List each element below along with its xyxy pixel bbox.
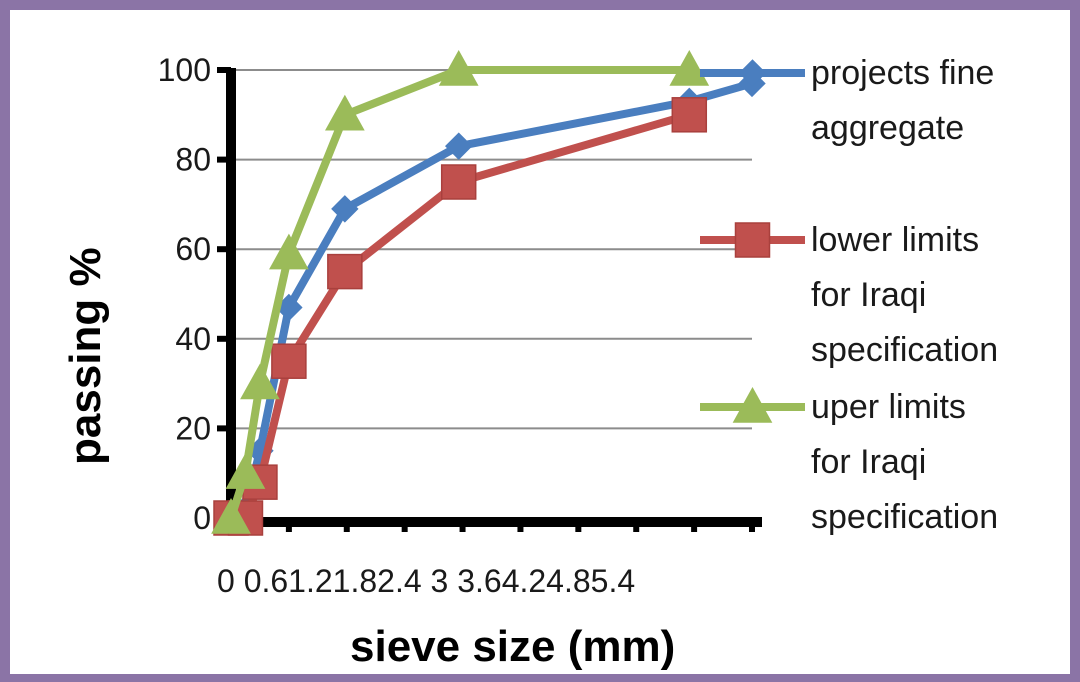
axes xyxy=(226,68,762,527)
frame-border-bottom xyxy=(0,674,1080,682)
y-tick-labels: 0 20 40 60 80 100 xyxy=(158,52,211,536)
legend-marker xyxy=(738,59,767,87)
y-axis-title: passing % xyxy=(61,247,110,465)
legend-entry-2: uper limits for Iraqi specification xyxy=(700,386,998,536)
series-0 xyxy=(217,69,766,532)
y-tick-label: 20 xyxy=(175,410,211,446)
data-point xyxy=(438,49,479,86)
legend-label-line: specification xyxy=(811,498,998,536)
data-point xyxy=(324,94,365,131)
series-2 xyxy=(211,49,710,534)
legend-label-line: projects fine xyxy=(811,54,994,92)
data-point xyxy=(327,253,363,290)
data-point xyxy=(225,453,266,489)
legend-marker xyxy=(732,386,773,423)
series-line xyxy=(227,79,756,522)
legend-label-line: specification xyxy=(811,331,998,369)
data-point xyxy=(671,97,708,133)
frame-border-top xyxy=(0,0,1080,10)
legend-label-line: for Iraqi xyxy=(811,443,926,481)
legend-entry-0: projects fine aggregate xyxy=(700,54,994,147)
y-tick-label: 80 xyxy=(175,142,211,178)
data-point xyxy=(444,132,473,160)
data-point xyxy=(271,343,307,379)
legend-marker xyxy=(734,222,771,258)
x-tick-labels: 0 0.61.21.82.4 3 3.64.24.85.4 xyxy=(217,563,635,599)
legend-label-line: uper limits xyxy=(811,388,966,426)
series-layer xyxy=(211,49,766,536)
data-point xyxy=(240,363,280,400)
legend-label-line: for Iraqi xyxy=(811,276,926,314)
y-tick-label: 0 xyxy=(193,500,211,536)
legend-label-line: lower limits xyxy=(811,221,979,259)
y-tick-label: 40 xyxy=(175,321,211,357)
legend-label-line: aggregate xyxy=(811,109,964,147)
data-point xyxy=(211,497,251,534)
frame-border-right xyxy=(1070,0,1080,682)
frame-border-left xyxy=(0,0,10,682)
legend: projects fine aggregate lower limits for Ir… xyxy=(700,54,998,536)
data-point xyxy=(669,49,710,86)
x-axis-title: sieve size (mm) xyxy=(350,622,675,671)
y-tick-label: 100 xyxy=(158,52,211,88)
legend-entry-1: lower limits for Iraqi specification xyxy=(700,221,998,369)
data-point xyxy=(440,164,477,200)
data-point xyxy=(269,233,309,270)
y-tick-label: 60 xyxy=(175,231,211,267)
data-point xyxy=(331,195,359,223)
x-tick-marks xyxy=(228,518,755,532)
y-tick-marks xyxy=(217,67,231,521)
